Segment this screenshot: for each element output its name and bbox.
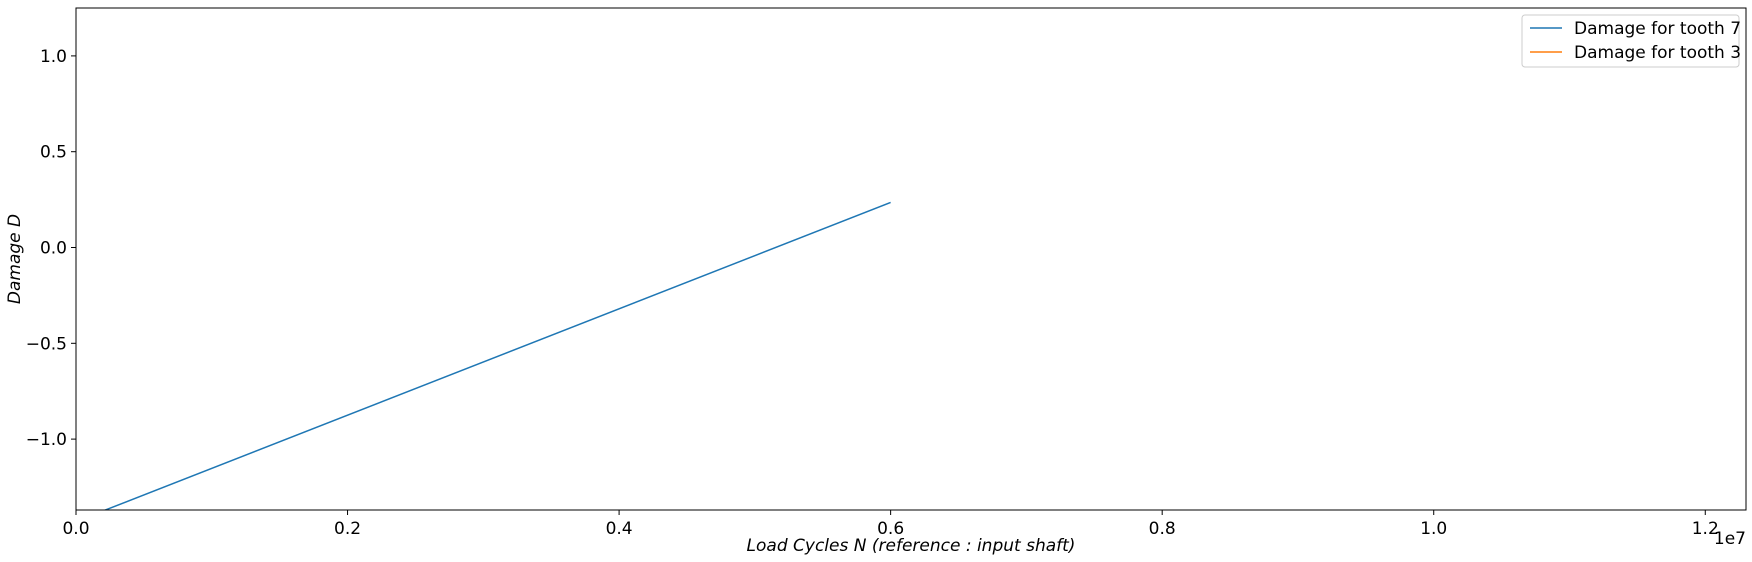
y-tick-label: 0.0: [40, 239, 67, 259]
y-tick-label: 1.0: [40, 47, 67, 67]
y-tick-label: −0.5: [26, 334, 67, 354]
legend-label-series-0: Damage for tooth 7: [1574, 19, 1741, 39]
x-tick-label: 1.0: [1420, 519, 1447, 539]
plot-frame: [75, 7, 1747, 511]
y-tick-label: 0.5: [40, 143, 67, 163]
series-layer: [103, 201, 891, 510]
legend-frame: [1521, 14, 1740, 68]
y-axis-label: Damage D: [5, 214, 25, 304]
x-tick-label: 0.8: [1149, 519, 1176, 539]
series-line-0: [103, 201, 891, 510]
x-tick-label: 0.6: [877, 519, 904, 539]
x-tick-label: 1.2: [1692, 519, 1719, 539]
y-axis-ticks: −1.0 −0.5 0.0 0.5 1.0: [26, 47, 76, 450]
legend-label-series-1: Damage for tooth 3: [1574, 43, 1741, 63]
plot-area-background: [76, 8, 1746, 510]
y-tick-label: −1.0: [26, 430, 67, 450]
x-axis-label: Load Cycles N (reference : input shaft): [747, 536, 1076, 556]
x-axis-offset-text: 1e7: [1714, 529, 1746, 549]
x-tick-label: 0.0: [62, 519, 89, 539]
legend: Damage for tooth 7 Damage for tooth 3: [1521, 14, 1741, 68]
x-tick-label: 0.4: [606, 519, 633, 539]
x-tick-label: 0.2: [334, 519, 361, 539]
x-axis-ticks: 0.0 0.2 0.4 0.6 0.8 1.0 1.2: [62, 510, 1719, 539]
